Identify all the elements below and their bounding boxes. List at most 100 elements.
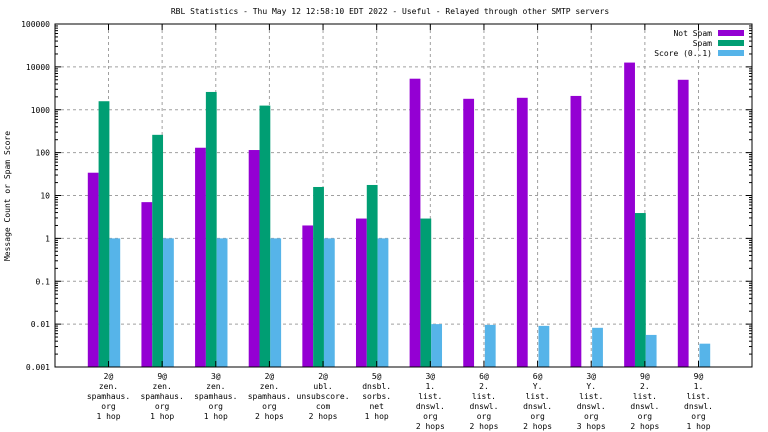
x-tick-label: list.: [472, 392, 496, 401]
x-tick-label: org: [101, 402, 116, 411]
bar-score-0-1: [431, 324, 443, 367]
bar-score-0-1: [592, 327, 603, 367]
bar-not-spam: [248, 150, 260, 367]
bar-not-spam: [87, 172, 99, 367]
x-tick-label: spamhaus.: [87, 392, 130, 401]
legend-swatch: [718, 40, 744, 46]
x-tick-label: 3@: [211, 372, 221, 381]
x-tick-label: ubl.: [313, 382, 332, 391]
bar-not-spam: [409, 78, 421, 368]
bar-spam: [420, 218, 432, 367]
x-tick-label: 3 hops: [577, 422, 606, 431]
x-tick-label: Y.: [586, 382, 596, 391]
x-tick-label: 6@: [533, 372, 543, 381]
bar-score-0-1: [699, 343, 711, 367]
y-axis-label: Message Count or Spam Score: [3, 131, 12, 261]
x-tick-label: list.: [526, 392, 550, 401]
x-tick-label: 2@: [265, 372, 275, 381]
x-tick-label: spamhaus.: [140, 392, 183, 401]
x-tick-label: org: [691, 412, 706, 421]
x-tick-label: 1 hop: [150, 412, 174, 421]
y-tick-label: 0.001: [26, 363, 50, 372]
x-tick-label: org: [209, 402, 224, 411]
x-tick-label: zen.: [260, 382, 279, 391]
bar-not-spam: [570, 95, 582, 367]
x-tick-label: zen.: [206, 382, 225, 391]
axes: [54, 23, 753, 368]
x-tick-label: dnswl.: [684, 402, 713, 411]
bar-score-0-1: [216, 238, 228, 367]
x-tick-label: 2 hops: [255, 412, 284, 421]
x-tick-label: list.: [633, 392, 657, 401]
bar-spam: [98, 101, 110, 367]
x-tick-label: sorbs.: [362, 392, 391, 401]
bar-not-spam: [624, 62, 635, 367]
bar-not-spam: [355, 218, 367, 367]
x-tick-label: 1.: [425, 382, 435, 391]
bar-spam: [313, 186, 324, 367]
x-tick-label: 2 hops: [630, 422, 659, 431]
y-tick-label: 1: [45, 234, 50, 243]
x-tick-label: zen.: [99, 382, 118, 391]
chart-title: RBL Statistics - Thu May 12 12:58:10 EDT…: [171, 7, 609, 16]
x-tick-label: 2@: [318, 372, 328, 381]
bar-spam: [152, 134, 164, 367]
bar-not-spam: [463, 98, 475, 368]
plot-frame: [54, 23, 753, 368]
bar-score-0-1: [484, 324, 496, 367]
y-tick-label: 0.01: [31, 320, 50, 329]
legend-label: Spam: [693, 39, 712, 48]
x-tick-label: org: [423, 412, 438, 421]
x-tick-label: list.: [686, 392, 710, 401]
x-tick-label: unsubscore.: [297, 392, 350, 401]
x-tick-label: 2.: [640, 382, 650, 391]
bar-score-0-1: [645, 334, 657, 367]
bar-not-spam: [677, 79, 689, 367]
x-tick-label: org: [155, 402, 170, 411]
x-tick-label: 2.: [479, 382, 489, 391]
x-tick-label: com: [316, 402, 331, 411]
x-tick-label: org: [477, 412, 492, 421]
x-tick-label: org: [584, 412, 599, 421]
bar-not-spam: [302, 225, 314, 367]
y-tick-label: 100: [36, 149, 51, 158]
bar-spam: [366, 184, 378, 367]
x-tick-label: 1 hop: [365, 412, 389, 421]
bar-score-0-1: [270, 238, 282, 367]
x-tick-label: 2@: [104, 372, 114, 381]
bar-score-0-1: [538, 325, 550, 367]
x-tick-label: 9@: [640, 372, 650, 381]
bar-score-0-1: [377, 238, 389, 367]
x-tick-label: 3@: [586, 372, 596, 381]
legend-swatch: [718, 50, 744, 56]
x-tick-label: org: [530, 412, 545, 421]
bar-spam: [634, 213, 646, 367]
x-tick-label: 2 hops: [309, 412, 338, 421]
x-tick-label: Y.: [533, 382, 543, 391]
bar-score-0-1: [323, 238, 335, 367]
x-tick-label: 2 hops: [470, 422, 499, 431]
x-tick-label: dnswl.: [470, 402, 499, 411]
x-tick-label: list.: [579, 392, 603, 401]
x-tick-label: 2 hops: [523, 422, 552, 431]
x-tick-label: list.: [418, 392, 442, 401]
bar-not-spam: [141, 202, 153, 367]
x-tick-label: 1 hop: [96, 412, 120, 421]
x-tick-label: spamhaus.: [194, 392, 237, 401]
legend-swatch: [718, 30, 744, 36]
x-tick-label: 9@: [157, 372, 167, 381]
y-tick-labels: 100000 10000 1000 100 10 1 0.1 0.01 0.001: [21, 20, 50, 372]
x-tick-label: org: [638, 412, 653, 421]
x-tick-label: net: [369, 402, 384, 411]
x-tick-label: spamhaus.: [248, 392, 291, 401]
x-tick-label: 9@: [694, 372, 704, 381]
x-tick-label: 1 hop: [686, 422, 710, 431]
x-tick-label: 3@: [425, 372, 435, 381]
legend-label: Score (0..1): [654, 49, 712, 58]
x-tick-label: dnswl.: [577, 402, 606, 411]
bar-spam: [259, 105, 271, 368]
legend-label: Not Spam: [673, 29, 712, 38]
x-tick-label: 2 hops: [416, 422, 445, 431]
